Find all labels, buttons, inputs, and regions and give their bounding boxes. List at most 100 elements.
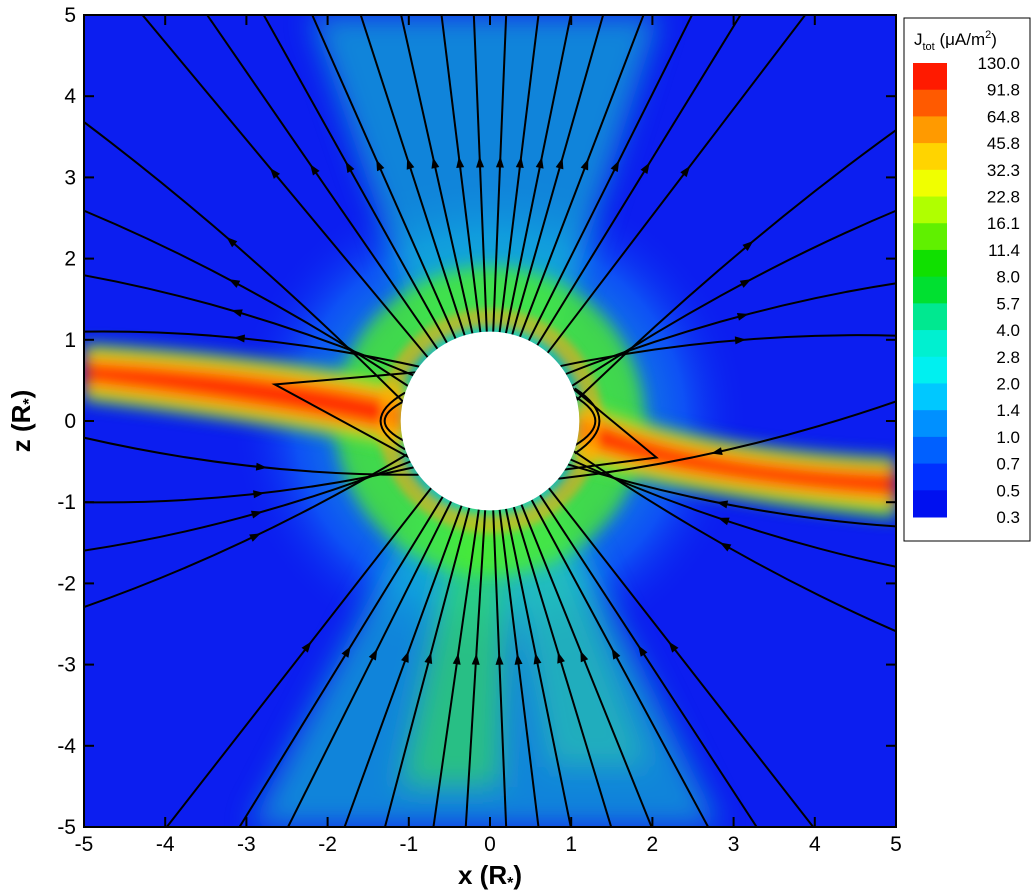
field-arrow [376,159,385,172]
field-arrow [610,160,620,173]
field-arrow [452,653,461,665]
field-line [512,506,613,827]
field-line [165,487,432,827]
field-arrow [471,653,480,665]
field-arrow [226,237,238,248]
field-arrow [341,646,351,658]
colorbar-swatch [913,356,947,384]
field-line [343,505,463,827]
field-arrow [310,164,320,176]
field-line [400,15,474,334]
field-line [432,509,480,827]
colorbar-level-label: 2.0 [996,374,1020,393]
colorbar-level-label: 1.4 [996,401,1020,420]
colorbar-swatch [913,276,947,304]
y-tick-label: 4 [64,85,76,108]
x-tick-label: 1 [565,833,577,856]
field-arrow [301,641,312,653]
colorbar-swatch [913,436,947,465]
colorbar-swatch [913,303,947,331]
field-line [286,500,453,827]
y-tick-label: -4 [57,735,76,758]
field-arrow [557,651,565,664]
star-body [400,331,580,511]
field-line [84,436,419,476]
y-tick-label: -5 [57,816,76,839]
closed-field-loop [383,399,406,443]
colorbar-swatch [913,116,947,144]
field-arrow [424,652,433,665]
field-line [84,330,420,368]
colorbar-level-label: 22.8 [987,188,1020,207]
field-arrow [668,641,679,653]
field-arrow [535,157,544,169]
field-line [238,496,444,827]
field-line [141,15,429,358]
colorbar-level-label: 0.3 [996,508,1020,527]
field-line [84,453,408,609]
field-arrow [515,156,524,169]
x-tick-label: 5 [890,833,902,856]
field-line [571,209,896,387]
field-line [573,450,896,633]
x-tick-label: 0 [484,833,496,856]
field-arrow [228,279,241,288]
current-sheet [84,343,896,519]
field-arrow [249,533,261,542]
field-arrow [514,653,523,665]
colorbar-level-label: 5.7 [996,294,1020,313]
colorbar-level-label: 32.3 [987,161,1020,180]
colorbar-swatch [913,89,947,117]
field-arrow [711,447,723,456]
field-arrow [233,334,246,343]
colorbar-level-label: 1.0 [996,428,1020,447]
field-line [558,400,896,480]
colorbar-labels: 130.0 91.8 64.8 45.8 32.3 22.8 16.1 11.4 8.0 5.7 4… [977,54,1020,527]
field-arrow [431,157,440,169]
colorbar-level-label: 64.8 [987,107,1020,126]
y-tick-label: 3 [64,166,76,189]
field-line [262,15,448,344]
field-arrow [495,156,504,168]
y-axis-ticks: 5 4 3 2 1 0 -1 -2 -3 -4 -5 [57,4,896,839]
field-line [492,15,508,332]
field-arrow [533,652,542,665]
field-line [84,209,409,387]
field-line [359,15,466,336]
field-arrow [736,312,749,321]
colorbar-swatch [913,63,947,91]
colorbar-title: Jtot (μA/m2) [914,29,997,53]
field-arrow [555,157,564,170]
colorbar-level-label: 11.4 [988,241,1020,260]
plot-area [84,15,896,827]
field-line [440,15,482,333]
field-line [498,15,540,333]
colorbar-swatch [913,223,947,251]
colorbar-level-label: 91.8 [987,81,1020,100]
colorbar-swatch [913,490,947,518]
field-line [84,120,404,403]
x-tick-label: -5 [75,833,94,856]
field-line [498,509,540,827]
field-arrow [717,517,730,526]
colorbar-swatch [913,143,947,171]
field-arrow [611,648,621,660]
field-line [492,510,508,827]
field-arrow [345,161,355,173]
field-arrow [742,240,754,251]
field-line [505,508,572,827]
field-line [546,15,807,354]
colorbar-swatch [913,169,947,198]
field-line [576,128,896,401]
y-tick-label: -1 [57,491,76,514]
field-line [311,15,457,339]
field-line [536,15,742,346]
field-arrow [456,156,465,169]
colorbar-swatch [913,196,947,224]
closed-field-loop [574,387,601,455]
colorbar-swatches [913,63,947,518]
helmet-loop-left [271,371,418,463]
field-line [560,334,896,368]
field-line [548,487,815,827]
